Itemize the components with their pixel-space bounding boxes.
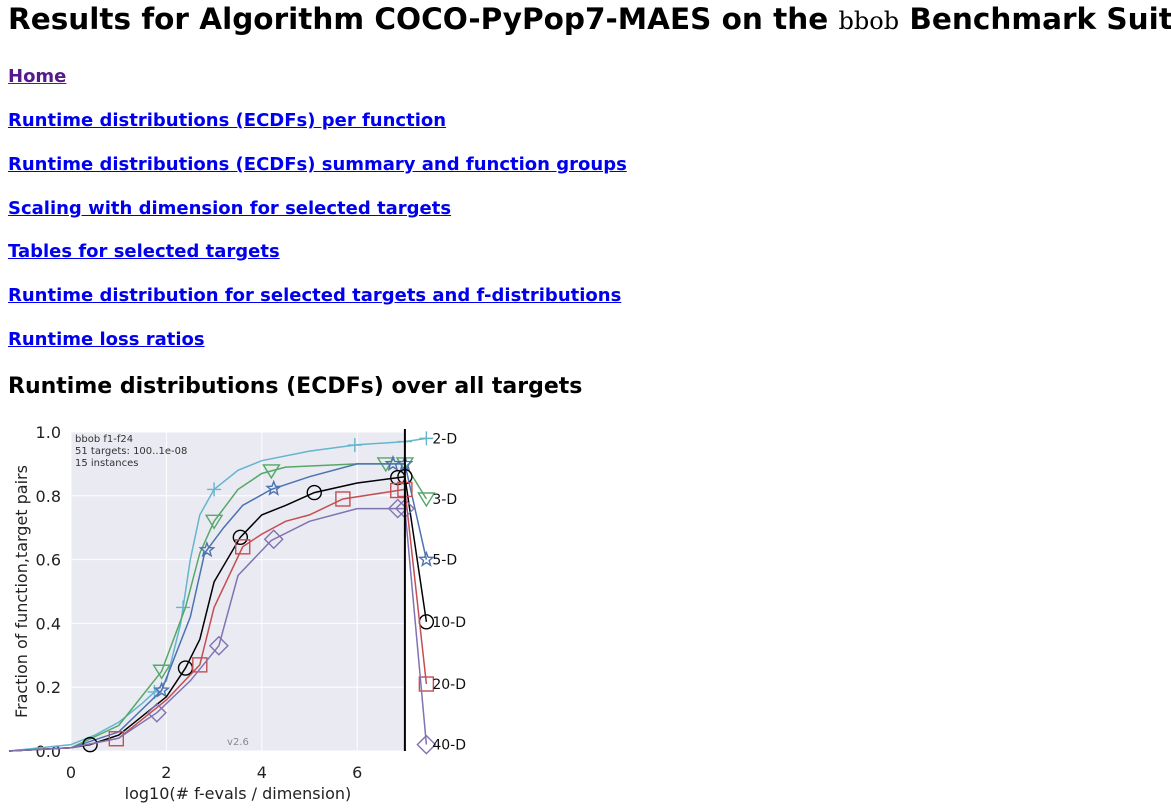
series-label: 2-D bbox=[432, 431, 457, 447]
series-line bbox=[8, 437, 427, 752]
link-ecdf-summary[interactable]: Runtime distributions (ECDFs) summary an… bbox=[8, 154, 627, 175]
x-tick-label: 0 bbox=[66, 763, 76, 782]
link-scaling[interactable]: Scaling with dimension for selected targ… bbox=[8, 198, 452, 219]
suite-name: bbob bbox=[838, 7, 900, 35]
series-label: 40-D bbox=[432, 738, 466, 754]
version-label: v2.6 bbox=[227, 737, 249, 748]
plot-background bbox=[71, 432, 405, 751]
marker-square bbox=[418, 676, 435, 692]
y-tick-label: 0.4 bbox=[36, 614, 61, 633]
marker-circle bbox=[306, 484, 322, 501]
link-ecdf-per-function[interactable]: Runtime distributions (ECDFs) per functi… bbox=[8, 110, 447, 131]
series-label: 3-D bbox=[432, 492, 457, 508]
marker-diamond bbox=[416, 734, 437, 755]
marker-square bbox=[108, 731, 125, 747]
x-tick-label: 6 bbox=[352, 763, 362, 782]
annotation-text: 51 targets: 100..1e-08 bbox=[75, 446, 187, 457]
marker-star bbox=[417, 550, 435, 567]
marker-triangle-down bbox=[262, 464, 281, 480]
marker-plus bbox=[207, 482, 222, 497]
marker-square bbox=[192, 657, 208, 673]
marker-diamond bbox=[208, 635, 229, 656]
marker-star bbox=[265, 479, 283, 496]
x-tick-label: 2 bbox=[161, 763, 171, 782]
y-tick-label: 0.6 bbox=[36, 551, 61, 570]
series-line bbox=[8, 507, 428, 752]
section-title: Runtime distributions (ECDFs) over all t… bbox=[8, 374, 583, 399]
series-label: 5-D bbox=[432, 553, 457, 569]
page-title: Results for Algorithm COCO-PyPop7-MAES o… bbox=[8, 2, 1171, 36]
title-suffix: Benchmark Suite bbox=[899, 2, 1171, 36]
y-tick-label: 0.8 bbox=[36, 487, 61, 506]
series-label: 20-D bbox=[432, 677, 466, 693]
link-home[interactable]: Home bbox=[8, 66, 67, 87]
marker-star bbox=[198, 541, 216, 558]
series-label: 10-D bbox=[432, 615, 466, 631]
marker-diamond bbox=[146, 702, 167, 723]
marker-circle bbox=[232, 529, 249, 545]
y-tick-label: 1.0 bbox=[36, 423, 61, 442]
marker-triangle-down bbox=[152, 664, 171, 680]
x-tick-label: 4 bbox=[257, 763, 267, 782]
annotation-text: 15 instances bbox=[75, 458, 138, 469]
y-tick-label: 0.2 bbox=[36, 678, 61, 697]
marker-triangle-down bbox=[204, 514, 224, 530]
marker-diamond bbox=[263, 529, 284, 550]
marker-star bbox=[153, 681, 171, 698]
link-tables[interactable]: Tables for selected targets bbox=[8, 241, 280, 262]
marker-diamond bbox=[387, 498, 408, 519]
x-axis-label: log10(# f-evals / dimension) bbox=[125, 784, 352, 803]
marker-plus bbox=[347, 438, 362, 453]
marker-square bbox=[335, 491, 351, 507]
marker-square bbox=[235, 539, 251, 555]
y-axis-label: Fraction of function,target pairs bbox=[12, 465, 31, 718]
series-40-D: 40-D bbox=[8, 498, 466, 755]
link-runtime-f-distributions[interactable]: Runtime distribution for selected target… bbox=[8, 285, 622, 306]
title-prefix: Results for Algorithm COCO-PyPop7-MAES o… bbox=[8, 2, 839, 36]
marker-triangle-down bbox=[417, 492, 436, 508]
marker-plus bbox=[419, 431, 434, 446]
annotation-text: bbob f1-f24 bbox=[75, 434, 133, 445]
y-tick-label: 0.0 bbox=[36, 742, 61, 761]
link-runtime-loss-ratios[interactable]: Runtime loss ratios bbox=[8, 329, 205, 350]
